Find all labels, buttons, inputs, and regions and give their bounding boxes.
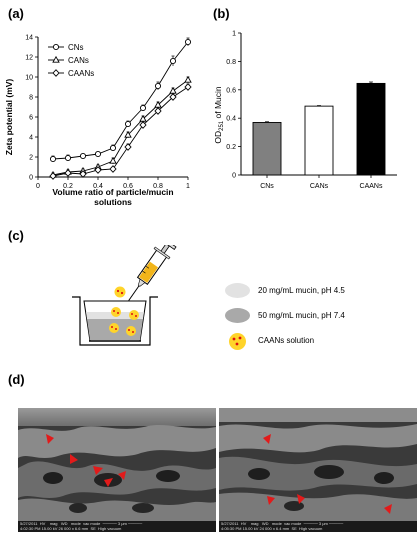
y-tick-label: 0.6 [226, 87, 236, 94]
data-point-cns [169, 57, 177, 65]
droplet-icon [126, 326, 136, 336]
y-tick-label: 0 [29, 175, 33, 182]
syringe-icon [128, 245, 177, 301]
y-tick-label: 6 [29, 115, 33, 122]
x-tick-label: 0.4 [93, 183, 103, 190]
data-point-cns [49, 155, 57, 163]
data-point-cans [184, 75, 192, 83]
series-line-cans [52, 79, 189, 176]
data-point-cns [79, 152, 87, 160]
swatch-50mg [225, 308, 250, 323]
data-point-caans [154, 107, 162, 115]
x-axis-label: Volume ratio of particle/mucin solutions [52, 187, 174, 207]
panel-label-a: (a) [8, 6, 24, 21]
series-line-caans [52, 86, 189, 177]
data-point-caans [64, 169, 72, 177]
y-tick-label: 0.8 [226, 59, 236, 66]
data-point-caans [139, 121, 147, 129]
y-tick-label: 4 [29, 135, 33, 142]
arrow-icon [263, 434, 392, 514]
legend-marker [52, 55, 60, 63]
mucin-od-chart: 0 0.2 0.4 0.6 0.8 1 CNs CANs CAANs OD251 of Muci… [213, 31, 397, 190]
sem-footer-left: 5/27/2011 HV mag WD mode vac mode ───── … [18, 521, 216, 532]
data-point-caans [124, 143, 132, 151]
transwell-schematic [72, 245, 177, 346]
sem-footer-right: 5/27/2011 HV mag WD mode vac mode ───── … [219, 521, 417, 532]
data-point-cns [109, 144, 117, 152]
y-axis-label: OD251 of Mucin [213, 86, 225, 144]
y-tick-label: 0.2 [226, 144, 236, 151]
legend-entry: CANs [68, 56, 89, 65]
x-tick-label: 0.2 [63, 183, 73, 190]
x-tick-label: 0 [36, 183, 40, 190]
bar-caans [356, 82, 386, 176]
data-point-cans [109, 156, 117, 164]
y-tick-label: 0 [232, 173, 236, 180]
x-tick-label: 1 [186, 183, 190, 190]
data-point-cns [124, 120, 132, 128]
category-label: CNs [260, 183, 274, 190]
y-label-rest: of Mucin [213, 86, 223, 121]
droplet-icon [109, 323, 119, 333]
y-tick-label: 12 [25, 55, 33, 62]
arrow-icon [46, 434, 126, 487]
y-tick-label: 2 [29, 155, 33, 162]
x-tick-label: 0.8 [153, 183, 163, 190]
y-tick-label: 14 [25, 35, 33, 42]
data-point-cans [124, 130, 132, 138]
data-point-caans [184, 83, 192, 91]
data-point-cans [169, 86, 177, 94]
bar-cans [304, 105, 334, 176]
legend-entry: CNs [68, 43, 84, 52]
y-label-sub: 251 [219, 120, 225, 131]
sem-image-right: 5/27/2011 HV mag WD mode vac mode ───── … [219, 408, 417, 532]
data-point-caans [49, 172, 57, 180]
sem-image-left: 5/27/2011 HV mag WD mode vac mode ───── … [18, 408, 216, 532]
data-point-caans [109, 165, 117, 173]
y-tick-label: 10 [25, 75, 33, 82]
x-tick-label: 0.6 [123, 183, 133, 190]
data-point-cns [94, 150, 102, 158]
swatch-20mg [225, 283, 250, 298]
legend-label: 20 mg/mL mucin, pH 4.5 [258, 286, 345, 295]
droplet-icon [111, 307, 121, 317]
legend-entry: CAANs [68, 69, 94, 78]
data-point-caans [169, 93, 177, 101]
data-point-caans [94, 166, 102, 174]
y-tick-label: 8 [29, 95, 33, 102]
swatch-caans [229, 333, 246, 350]
bar-cns [252, 122, 282, 176]
panel-label-d: (d) [8, 372, 25, 387]
y-label-od: OD [213, 131, 223, 144]
legend-marker [52, 43, 60, 51]
data-point-cns [139, 104, 147, 112]
data-point-caans [79, 170, 87, 178]
caans-dots-icon [232, 336, 242, 346]
series-line-cns [52, 41, 189, 160]
y-tick-label: 0.4 [226, 116, 236, 123]
category-label: CAANs [360, 183, 383, 190]
data-point-cns [184, 38, 192, 46]
category-label: CANs [310, 183, 329, 190]
y-tick-label: 1 [232, 31, 236, 38]
droplet-icon [129, 310, 139, 320]
droplet-icon [114, 286, 126, 298]
y-axis-label: Zeta potential (mV) [4, 79, 14, 156]
data-point-cns [154, 82, 162, 90]
legend-label: CAANs solution [258, 336, 315, 345]
legend-label: 50 mg/mL mucin, pH 7.4 [258, 311, 345, 320]
zeta-potential-chart: 0 2 4 6 8 10 12 14 0 0.2 0.4 0.6 0.8 1 CNs CANs CAANs Z… [4, 35, 192, 190]
data-point-cns [64, 154, 72, 162]
legend-marker [52, 69, 60, 77]
panel-label-c: (c) [8, 228, 24, 243]
panel-label-b: (b) [213, 6, 230, 21]
